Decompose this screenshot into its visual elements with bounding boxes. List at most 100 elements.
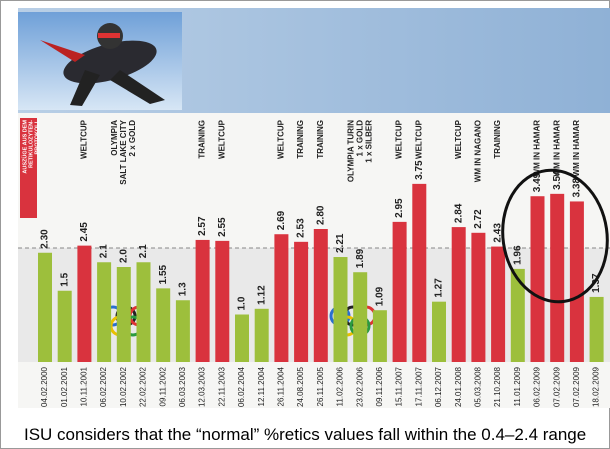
value-label: 3.49	[532, 172, 543, 192]
event-label: OLYMPIA	[110, 120, 119, 156]
value-label: 2.1	[99, 244, 110, 258]
x-tick-label: 07.02.2009	[572, 366, 581, 407]
x-tick-label: 11.02.2006	[336, 366, 345, 406]
event-label: TRAINING	[198, 120, 207, 159]
value-label: 1.12	[256, 285, 267, 305]
x-tick-label: 06.12.2007	[434, 366, 443, 407]
event-label: WELTCUP	[80, 119, 89, 159]
x-tick-label: 23.02.2006	[355, 366, 364, 407]
x-tick-label: 17.11.2007	[414, 366, 423, 406]
event-label: TRAINING	[493, 120, 502, 159]
event-label: WELTCUP	[395, 119, 404, 159]
x-tick-label: 22.11.2003	[217, 366, 226, 406]
event-label: WM IN HAMAR	[533, 120, 542, 177]
bar	[294, 241, 309, 362]
value-label: 1.96	[512, 245, 523, 265]
x-tick-label: 18.02.2009	[592, 366, 601, 407]
bar	[235, 314, 249, 362]
x-tick-label: 12.03.2003	[198, 366, 207, 407]
event-label: OLYMPIA TURIN	[346, 120, 355, 182]
x-tick-label: 05.03.2008	[474, 366, 483, 407]
value-label: 2.1	[138, 244, 149, 258]
x-tick-label: 06.03.2003	[178, 366, 187, 407]
x-tick-label: 10.11.2001	[80, 366, 89, 406]
bar	[313, 229, 328, 362]
legend-box-text: PROTOKOLL	[34, 119, 40, 154]
value-label: 2.53	[296, 218, 307, 238]
value-label: 3.38	[572, 178, 583, 198]
event-label: WM IN NAGANO	[474, 120, 483, 182]
event-label: TRAINING	[296, 120, 305, 159]
event-label: 1 x GOLD	[355, 120, 364, 157]
caption: ISU considers that the “normal” %retics …	[24, 425, 586, 444]
x-tick-label: 26.11.2005	[316, 366, 325, 406]
value-label: 2.95	[394, 198, 405, 218]
event-label: WELTCUP	[217, 119, 226, 159]
x-tick-label: 11.01.2009	[513, 366, 522, 406]
value-label: 2.69	[276, 210, 287, 230]
event-label: WELTCUP	[454, 119, 463, 159]
x-tick-label: 06.02.2002	[99, 366, 108, 407]
value-label: 3.54	[552, 170, 563, 190]
value-label: 2.72	[473, 209, 484, 229]
highlight-circle	[501, 168, 609, 304]
x-tick-label: 24.08.2005	[296, 366, 305, 407]
event-label: WM IN HAMAR	[552, 120, 561, 177]
bar	[451, 227, 466, 362]
value-label: 2.0	[118, 249, 129, 263]
bar	[530, 196, 545, 362]
x-tick-label: 06.02.2004	[237, 366, 246, 407]
bar	[215, 240, 230, 362]
event-label: WELTCUP	[277, 119, 286, 159]
value-label: 1.89	[355, 248, 366, 268]
x-tick-label: 24.01.2008	[454, 366, 463, 407]
value-label: 1.0	[237, 296, 248, 310]
bar	[353, 272, 368, 362]
legend-box-text: RETIKULOZYTEN-	[28, 120, 34, 168]
x-tick-label: 10.02.2002	[119, 366, 128, 407]
chart: AUSZÜGE AUS DEM RETIKULOZYTEN- PROTOKOLL 2.…	[18, 113, 610, 408]
legend-box	[20, 118, 37, 218]
bar	[569, 201, 584, 362]
bar	[116, 267, 131, 362]
event-label: SALT LAKE CITY	[119, 119, 128, 184]
bar	[175, 300, 190, 362]
bar	[550, 193, 565, 362]
x-tick-label: 26.11.2004	[277, 366, 286, 406]
bar	[491, 246, 506, 362]
x-tick-label: 06.02.2009	[533, 366, 542, 407]
value-label: 1.09	[375, 286, 386, 306]
event-label: WELTCUP	[414, 119, 423, 159]
event-label: 2 x GOLD	[128, 120, 137, 157]
value-label: 2.84	[453, 203, 464, 223]
value-label: 3.75	[414, 160, 425, 180]
x-tick-label: 09.11.2002	[158, 366, 167, 406]
event-label: 1 x SILBER	[364, 120, 373, 163]
value-label: 2.55	[217, 217, 228, 237]
bar	[392, 221, 407, 362]
x-tick-label: 15.11.2007	[395, 366, 404, 406]
value-label: 1.37	[591, 273, 602, 293]
value-label: 1.5	[59, 272, 70, 286]
value-label: 2.57	[197, 216, 208, 236]
bar	[412, 183, 427, 362]
bar	[77, 245, 92, 362]
bar	[97, 262, 112, 362]
bar	[589, 296, 604, 362]
bar	[57, 290, 72, 362]
bar	[372, 310, 387, 362]
x-tick-label: 01.02.2001	[60, 366, 69, 407]
value-label: 1.55	[158, 264, 169, 284]
bar	[432, 301, 446, 362]
x-tick-label: 12.11.2004	[257, 366, 266, 406]
bar	[510, 268, 525, 362]
value-label: 2.21	[335, 233, 346, 253]
value-label: 2.43	[493, 223, 504, 243]
bar	[471, 232, 486, 362]
bar	[156, 288, 171, 362]
photo	[18, 12, 182, 110]
x-tick-label: 21.10.2008	[493, 366, 502, 407]
event-label: TRAINING	[316, 120, 325, 159]
value-label: 2.30	[40, 229, 51, 249]
